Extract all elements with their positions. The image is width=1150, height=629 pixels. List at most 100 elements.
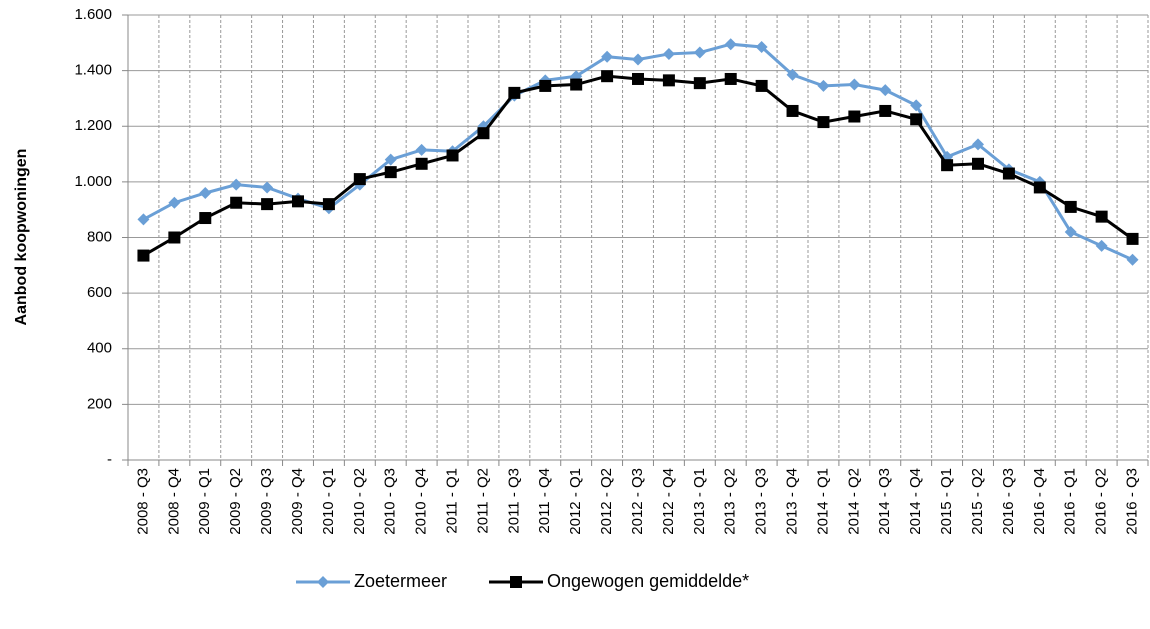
x-tick-label: 2016 - Q2	[1093, 468, 1110, 535]
y-tick-label: -	[107, 451, 112, 468]
marker	[261, 181, 274, 194]
x-tick-label: 2014 - Q4	[907, 468, 924, 535]
marker	[910, 113, 923, 126]
x-tick-label: 2013 - Q1	[691, 468, 708, 535]
series-line	[142, 74, 1134, 257]
marker	[477, 127, 490, 140]
legend: Zoetermeer Ongewogen gemiddelde*	[296, 571, 749, 591]
marker	[941, 159, 954, 172]
x-tick-label: 2011 - Q3	[505, 468, 522, 534]
y-tick-label: 400	[87, 340, 112, 357]
x-tick-label: 2016 - Q4	[1031, 468, 1048, 535]
marker	[848, 110, 861, 123]
y-tick-label: 800	[87, 228, 112, 245]
x-tick-label: 2015 - Q2	[969, 468, 986, 535]
y-axis-title: Aanbod koopwoningen	[13, 149, 30, 326]
marker	[570, 78, 583, 91]
marker	[1064, 225, 1077, 238]
marker	[755, 40, 768, 53]
marker	[972, 157, 984, 170]
y-tick-label: 1.000	[74, 173, 112, 190]
marker	[322, 198, 335, 211]
marker	[230, 196, 243, 209]
x-tick-label: 2014 - Q3	[876, 468, 893, 535]
x-tick-label: 2009 - Q2	[227, 468, 244, 535]
marker	[1095, 239, 1108, 252]
x-tick-label: 2011 - Q4	[536, 468, 553, 534]
marker	[972, 138, 984, 151]
marker	[879, 104, 892, 117]
marker	[693, 46, 706, 59]
marker	[817, 116, 830, 129]
marker	[384, 166, 397, 179]
x-tick-label: 2016 - Q1	[1062, 468, 1079, 535]
marker	[230, 178, 243, 191]
marker	[1126, 253, 1139, 266]
marker	[1095, 210, 1108, 223]
marker	[168, 196, 181, 209]
x-tick-label: 2011 - Q1	[444, 468, 461, 534]
x-tick-label: 2013 - Q2	[722, 468, 739, 535]
marker	[910, 99, 923, 112]
marker	[137, 213, 150, 226]
marker	[1064, 200, 1077, 213]
x-tick-label: 2013 - Q3	[753, 468, 770, 535]
marker	[632, 53, 644, 66]
legend-marker	[510, 576, 522, 588]
x-tick-label: 2012 - Q1	[567, 468, 584, 535]
x-tick-label: 2010 - Q4	[413, 468, 430, 535]
x-tick-label: 2012 - Q4	[660, 468, 677, 535]
x-tick-label: 2014 - Q2	[845, 468, 862, 535]
marker	[415, 157, 428, 170]
marker	[1126, 232, 1139, 245]
marker	[662, 47, 675, 60]
marker	[353, 173, 366, 186]
x-tick-label: 2014 - Q1	[814, 468, 831, 535]
legend-label: Ongewogen gemiddelde*	[547, 571, 749, 591]
x-tick-label: 2009 - Q3	[258, 468, 275, 535]
legend-label: Zoetermeer	[354, 571, 447, 591]
marker	[662, 74, 675, 87]
marker	[601, 70, 614, 83]
marker	[261, 198, 274, 211]
marker	[786, 68, 799, 81]
marker	[446, 149, 459, 162]
x-tick-label: 2012 - Q2	[598, 468, 615, 535]
marker	[199, 187, 212, 199]
marker	[1033, 181, 1046, 194]
x-tick-label: 2010 - Q1	[320, 468, 337, 535]
x-tick-label: 2010 - Q2	[351, 468, 368, 535]
marker	[755, 79, 768, 92]
x-tick-label: 2011 - Q2	[474, 468, 491, 534]
marker	[724, 38, 737, 51]
marker	[601, 50, 614, 63]
y-tick-label: 1.600	[74, 6, 112, 23]
x-tick-label: 2015 - Q1	[938, 468, 955, 535]
x-tick-label: 2010 - Q3	[382, 468, 399, 535]
marker	[786, 104, 799, 117]
x-tick-label: 2009 - Q4	[289, 468, 306, 535]
marker	[1002, 167, 1015, 180]
x-tick-label: 2009 - Q1	[196, 468, 213, 535]
marker	[879, 84, 892, 97]
x-tick-label: 2016 - Q3	[1000, 468, 1017, 535]
marker	[415, 143, 428, 156]
marker	[199, 212, 212, 225]
marker	[848, 78, 861, 91]
legend-marker	[317, 576, 329, 588]
y-tick-label: 200	[87, 395, 112, 412]
marker	[292, 195, 304, 208]
marker	[384, 153, 397, 166]
marker	[817, 79, 830, 92]
marker	[508, 86, 521, 99]
y-tick-label: 600	[87, 284, 112, 301]
marker	[693, 77, 706, 90]
x-tick-label: 2016 - Q3	[1124, 468, 1141, 535]
marker	[137, 249, 150, 262]
marker	[539, 79, 552, 92]
y-tick-label: 1.200	[74, 117, 112, 134]
x-tick-label: 2013 - Q4	[784, 468, 801, 535]
marker	[168, 231, 181, 244]
x-tick-label: 2008 - Q3	[134, 468, 151, 535]
